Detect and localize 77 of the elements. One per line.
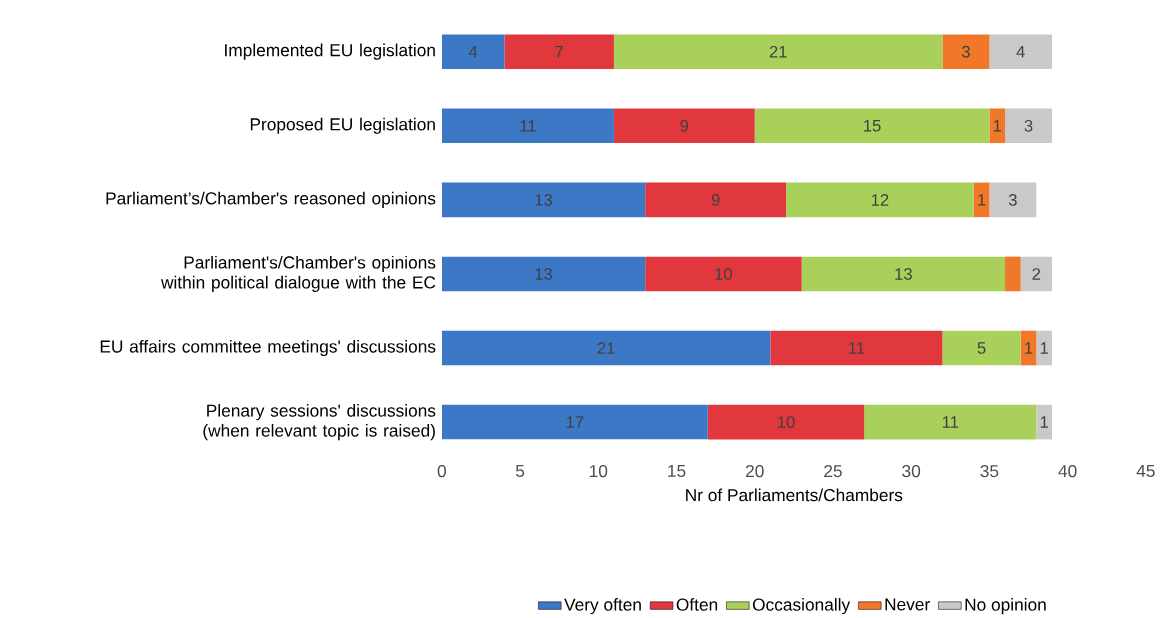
bar bbox=[1020, 256, 1052, 292]
x-tick-label: 30 bbox=[902, 464, 921, 477]
data-label: 15 bbox=[864, 119, 881, 132]
bar bbox=[1036, 330, 1052, 366]
bar bbox=[613, 108, 755, 143]
bar bbox=[441, 404, 708, 440]
bar bbox=[801, 256, 1006, 292]
y-tick-label: Plenary sessions' discussions (when relevant topic is raised) bbox=[203, 403, 436, 440]
bar bbox=[707, 404, 865, 440]
data-label: 1 bbox=[1025, 342, 1033, 354]
bar bbox=[864, 404, 1037, 440]
bar bbox=[1005, 108, 1052, 143]
bar bbox=[754, 108, 990, 143]
bar bbox=[441, 34, 505, 69]
x-tick-label: 15 bbox=[668, 464, 686, 477]
data-label: 10 bbox=[715, 267, 733, 280]
data-label: 13 bbox=[895, 267, 912, 280]
bar bbox=[989, 182, 1037, 217]
bar bbox=[504, 34, 614, 69]
bar bbox=[441, 182, 646, 217]
bar bbox=[1005, 256, 1021, 292]
data-label: 4 bbox=[1016, 45, 1025, 58]
x-tick-label: 35 bbox=[980, 464, 999, 477]
data-label: 11 bbox=[849, 342, 865, 354]
data-label: 4 bbox=[468, 45, 478, 58]
bar bbox=[770, 330, 943, 366]
bar bbox=[645, 182, 787, 217]
y-tick-label: Implemented EU legislation bbox=[225, 43, 435, 60]
legend-label: Very often bbox=[564, 597, 641, 614]
bar bbox=[1036, 404, 1052, 440]
legend-label: No opinion bbox=[965, 597, 1046, 614]
bar bbox=[989, 108, 1006, 143]
data-label: 13 bbox=[535, 267, 553, 280]
data-label: 11 bbox=[520, 119, 536, 132]
data-label: 3 bbox=[961, 45, 970, 58]
data-label: 1 bbox=[1040, 342, 1048, 354]
x-axis-title: Nr of Parliaments/Chambers bbox=[686, 488, 903, 502]
data-label: 11 bbox=[942, 416, 959, 428]
data-label: 2 bbox=[1032, 267, 1041, 280]
bar bbox=[441, 108, 614, 143]
data-label: 12 bbox=[871, 193, 889, 206]
bar bbox=[441, 330, 771, 366]
x-tick-label: 25 bbox=[824, 464, 842, 477]
data-label: 3 bbox=[1008, 193, 1017, 206]
bar bbox=[613, 34, 943, 69]
x-tick-label: 5 bbox=[515, 464, 525, 477]
x-tick-label: 40 bbox=[1058, 464, 1077, 477]
data-label: 9 bbox=[711, 193, 720, 206]
x-tick-label: 10 bbox=[589, 464, 608, 477]
data-label: 9 bbox=[680, 119, 689, 132]
y-tick-label: Proposed EU legislation bbox=[250, 117, 435, 134]
data-label: 1 bbox=[993, 119, 1002, 132]
data-label: 1 bbox=[1040, 416, 1048, 428]
x-tick-label: 0 bbox=[437, 464, 446, 477]
data-label: 21 bbox=[769, 45, 787, 58]
bar bbox=[441, 256, 646, 292]
data-label: 21 bbox=[597, 342, 615, 354]
x-tick-label: 20 bbox=[745, 464, 764, 477]
bar bbox=[942, 330, 1021, 366]
y-tick-label: EU affairs committee meetings' discussions bbox=[100, 339, 436, 356]
legend-label: Occasionally bbox=[752, 597, 851, 614]
legend-label: Often bbox=[676, 597, 718, 611]
bar bbox=[989, 34, 1052, 69]
y-tick-label: Parliament's/Chamber's opinions within political dialogue with the EC bbox=[160, 255, 436, 292]
legend-label: Never bbox=[885, 598, 930, 611]
bar bbox=[942, 34, 990, 69]
data-label: 3 bbox=[1024, 119, 1033, 132]
y-tick-label: Parliament’s/Chamber's reasoned opinions bbox=[106, 191, 436, 208]
data-label: 1 bbox=[978, 193, 986, 206]
data-label: 7 bbox=[555, 45, 563, 58]
data-label: 10 bbox=[778, 416, 795, 428]
data-label: 5 bbox=[977, 342, 986, 354]
x-tick-label: 45 bbox=[1136, 464, 1155, 477]
bar bbox=[786, 182, 974, 217]
data-label: 13 bbox=[535, 193, 553, 206]
bar bbox=[645, 256, 802, 292]
data-label: 17 bbox=[566, 416, 584, 428]
